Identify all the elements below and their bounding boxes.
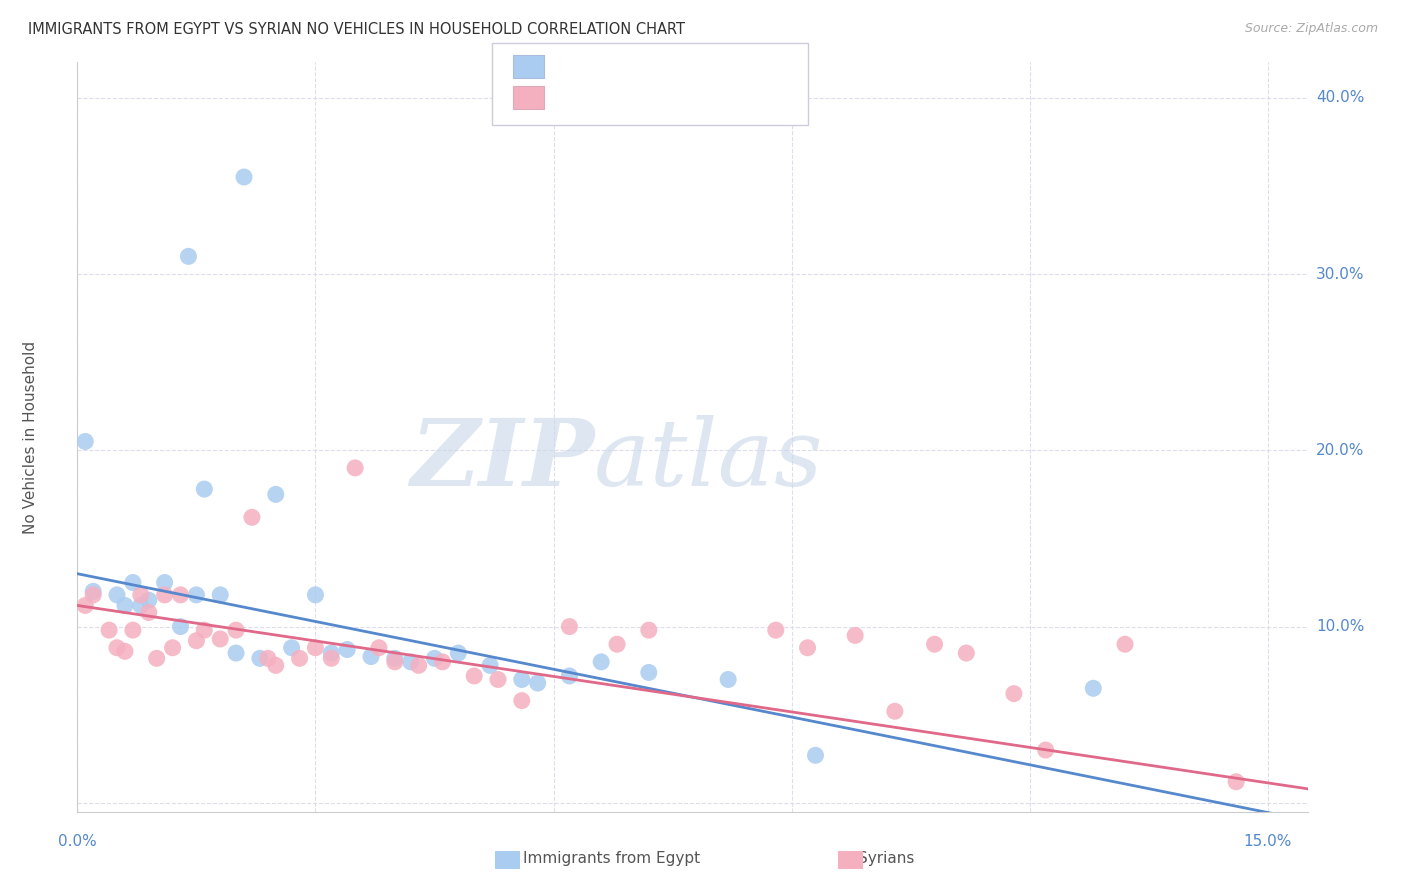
- Point: [193, 623, 215, 637]
- Point: [233, 169, 256, 184]
- Point: [162, 640, 184, 655]
- Point: [122, 623, 145, 637]
- Point: [82, 588, 104, 602]
- Point: [193, 482, 215, 496]
- Point: [447, 646, 470, 660]
- Point: [264, 487, 287, 501]
- Point: [344, 461, 367, 475]
- Text: ZIP: ZIP: [409, 415, 595, 505]
- Point: [637, 665, 659, 680]
- Point: [384, 651, 406, 665]
- Point: [408, 658, 430, 673]
- Point: [225, 623, 247, 637]
- Point: [924, 637, 946, 651]
- Point: [75, 599, 97, 613]
- Point: [399, 655, 422, 669]
- Text: 15.0%: 15.0%: [1244, 834, 1292, 849]
- Point: [463, 669, 485, 683]
- Point: [510, 693, 533, 707]
- Point: [288, 651, 311, 665]
- Text: No Vehicles in Household: No Vehicles in Household: [22, 341, 38, 533]
- Point: [717, 673, 740, 687]
- Point: [765, 623, 787, 637]
- Text: atlas: atlas: [595, 415, 824, 505]
- Text: Immigrants from Egypt: Immigrants from Egypt: [523, 851, 700, 865]
- Point: [105, 588, 128, 602]
- Text: -0.369: -0.369: [600, 90, 655, 104]
- Point: [98, 623, 121, 637]
- Point: [336, 642, 359, 657]
- Point: [558, 619, 581, 633]
- Point: [225, 646, 247, 660]
- Point: [256, 651, 278, 665]
- Point: [169, 588, 191, 602]
- Point: [384, 655, 406, 669]
- Point: [432, 655, 454, 669]
- Point: [1083, 681, 1105, 696]
- Point: [637, 623, 659, 637]
- Point: [591, 655, 613, 669]
- Text: 35: 35: [716, 60, 737, 74]
- Point: [249, 651, 271, 665]
- Text: 20.0%: 20.0%: [1316, 442, 1364, 458]
- Point: [321, 651, 343, 665]
- Point: [75, 434, 97, 449]
- Point: [129, 588, 152, 602]
- Point: [955, 646, 977, 660]
- Point: [526, 676, 548, 690]
- Point: [169, 619, 191, 633]
- Point: [138, 606, 160, 620]
- Text: 30.0%: 30.0%: [1316, 267, 1364, 282]
- Point: [186, 588, 208, 602]
- Point: [129, 599, 152, 613]
- Point: [240, 510, 263, 524]
- Point: [486, 673, 509, 687]
- Point: [186, 633, 208, 648]
- Point: [264, 658, 287, 673]
- Point: [1035, 743, 1057, 757]
- Text: -0.319: -0.319: [600, 60, 655, 74]
- Point: [368, 640, 391, 655]
- Point: [1002, 687, 1025, 701]
- Point: [209, 588, 232, 602]
- Point: [177, 249, 200, 263]
- Point: [280, 640, 302, 655]
- Text: N =: N =: [673, 90, 707, 104]
- Point: [209, 632, 232, 646]
- Text: IMMIGRANTS FROM EGYPT VS SYRIAN NO VEHICLES IN HOUSEHOLD CORRELATION CHART: IMMIGRANTS FROM EGYPT VS SYRIAN NO VEHIC…: [28, 22, 685, 37]
- Point: [360, 649, 382, 664]
- Point: [510, 673, 533, 687]
- Point: [844, 628, 866, 642]
- Point: [145, 651, 167, 665]
- Point: [114, 644, 136, 658]
- Point: [1114, 637, 1136, 651]
- Point: [304, 640, 326, 655]
- Point: [153, 588, 176, 602]
- Text: Source: ZipAtlas.com: Source: ZipAtlas.com: [1244, 22, 1378, 36]
- Point: [304, 588, 326, 602]
- Text: 40.0%: 40.0%: [1316, 90, 1364, 105]
- Point: [114, 599, 136, 613]
- Text: N =: N =: [673, 60, 707, 74]
- Point: [558, 669, 581, 683]
- Text: R =: R =: [558, 90, 592, 104]
- Point: [122, 575, 145, 590]
- Point: [321, 646, 343, 660]
- Point: [82, 584, 104, 599]
- Text: 0.0%: 0.0%: [58, 834, 97, 849]
- Point: [479, 658, 502, 673]
- Point: [883, 704, 905, 718]
- Text: Syrians: Syrians: [858, 851, 914, 865]
- Text: 10.0%: 10.0%: [1316, 619, 1364, 634]
- Point: [804, 748, 827, 763]
- Point: [105, 640, 128, 655]
- Text: 43: 43: [716, 90, 737, 104]
- Point: [796, 640, 818, 655]
- Point: [1225, 774, 1247, 789]
- Point: [423, 651, 446, 665]
- Point: [153, 575, 176, 590]
- Point: [606, 637, 628, 651]
- Text: R =: R =: [558, 60, 592, 74]
- Point: [138, 593, 160, 607]
